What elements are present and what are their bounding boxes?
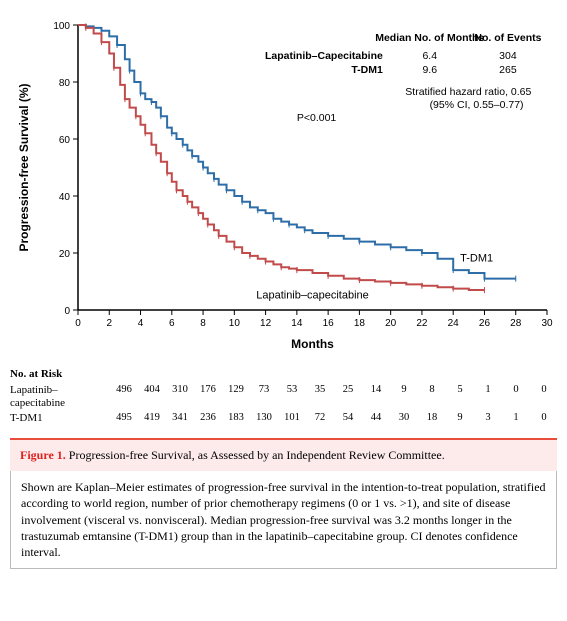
risk-cell: 18 bbox=[418, 412, 446, 423]
svg-text:16: 16 bbox=[323, 318, 335, 329]
risk-cell: 30 bbox=[390, 412, 418, 423]
svg-text:P<0.001: P<0.001 bbox=[297, 112, 337, 124]
risk-cell: 44 bbox=[362, 412, 390, 423]
risk-cell: 0 bbox=[502, 384, 530, 395]
svg-text:T-DM1: T-DM1 bbox=[351, 64, 383, 76]
svg-text:6: 6 bbox=[169, 318, 175, 329]
svg-text:9.6: 9.6 bbox=[422, 64, 437, 76]
svg-text:100: 100 bbox=[53, 21, 70, 32]
svg-text:Median No. of Months: Median No. of Months bbox=[375, 32, 484, 44]
risk-row-label: T-DM1 bbox=[10, 412, 110, 425]
svg-text:Lapatinib–Capecitabine: Lapatinib–Capecitabine bbox=[265, 50, 383, 62]
svg-text:Months: Months bbox=[291, 337, 334, 351]
risk-cell: 25 bbox=[334, 384, 362, 395]
svg-text:12: 12 bbox=[260, 318, 272, 329]
svg-text:20: 20 bbox=[59, 249, 71, 260]
risk-cell: 495 bbox=[110, 412, 138, 423]
risk-cell: 1 bbox=[474, 384, 502, 395]
svg-text:T-DM1: T-DM1 bbox=[460, 253, 493, 265]
svg-text:Lapatinib–capecitabine: Lapatinib–capecitabine bbox=[256, 290, 369, 302]
svg-text:6.4: 6.4 bbox=[422, 50, 437, 62]
risk-cell: 3 bbox=[474, 412, 502, 423]
risk-cell: 236 bbox=[194, 412, 222, 423]
risk-row-label: Lapatinib– capecitabine bbox=[10, 384, 110, 410]
svg-text:20: 20 bbox=[385, 318, 397, 329]
svg-text:26: 26 bbox=[479, 318, 491, 329]
figure-label: Figure 1. bbox=[20, 448, 66, 462]
figure-title: Progression-free Survival, as Assessed b… bbox=[69, 448, 445, 462]
risk-cell: 404 bbox=[138, 384, 166, 395]
risk-cell: 310 bbox=[166, 384, 194, 395]
figure-caption: Shown are Kaplan–Meier estimates of prog… bbox=[10, 471, 557, 569]
risk-cell: 54 bbox=[334, 412, 362, 423]
risk-cell: 183 bbox=[222, 412, 250, 423]
svg-text:60: 60 bbox=[59, 135, 71, 146]
svg-text:Stratified hazard ratio, 0.65: Stratified hazard ratio, 0.65 bbox=[405, 86, 531, 98]
risk-title: No. at Risk bbox=[10, 368, 557, 380]
risk-cell: 0 bbox=[530, 412, 558, 423]
risk-cell: 0 bbox=[530, 384, 558, 395]
risk-cell: 101 bbox=[278, 412, 306, 423]
risk-cell: 496 bbox=[110, 384, 138, 395]
svg-text:8: 8 bbox=[200, 318, 206, 329]
risk-cell: 9 bbox=[446, 412, 474, 423]
risk-table: No. at Risk Lapatinib– capecitabine49640… bbox=[10, 368, 557, 426]
svg-text:0: 0 bbox=[75, 318, 81, 329]
risk-cell: 14 bbox=[362, 384, 390, 395]
risk-cell: 419 bbox=[138, 412, 166, 423]
svg-text:0: 0 bbox=[64, 306, 70, 317]
svg-text:Progression-free Survival (%): Progression-free Survival (%) bbox=[17, 83, 31, 251]
risk-cell: 5 bbox=[446, 384, 474, 395]
svg-text:265: 265 bbox=[499, 64, 517, 76]
svg-text:No. of Events: No. of Events bbox=[474, 32, 541, 44]
svg-text:22: 22 bbox=[416, 318, 428, 329]
risk-cell: 130 bbox=[250, 412, 278, 423]
risk-cell: 53 bbox=[278, 384, 306, 395]
risk-cell: 129 bbox=[222, 384, 250, 395]
svg-text:28: 28 bbox=[510, 318, 522, 329]
svg-text:304: 304 bbox=[499, 50, 517, 62]
svg-text:14: 14 bbox=[291, 318, 303, 329]
svg-text:30: 30 bbox=[541, 318, 553, 329]
risk-cell: 9 bbox=[390, 384, 418, 395]
risk-cell: 72 bbox=[306, 412, 334, 423]
svg-text:18: 18 bbox=[354, 318, 366, 329]
risk-cell: 35 bbox=[306, 384, 334, 395]
svg-text:24: 24 bbox=[448, 318, 460, 329]
risk-row: T-DM149541934123618313010172544430189310 bbox=[10, 412, 557, 425]
svg-text:10: 10 bbox=[229, 318, 241, 329]
svg-text:2: 2 bbox=[106, 318, 112, 329]
svg-text:40: 40 bbox=[59, 192, 71, 203]
risk-cell: 176 bbox=[194, 384, 222, 395]
risk-cell: 341 bbox=[166, 412, 194, 423]
svg-text:80: 80 bbox=[59, 78, 71, 89]
km-chart: 020406080100024681012141618202224262830M… bbox=[10, 10, 557, 360]
risk-row: Lapatinib– capecitabine49640431017612973… bbox=[10, 384, 557, 410]
figure-title-box: Figure 1. Progression-free Survival, as … bbox=[10, 438, 557, 472]
risk-cell: 73 bbox=[250, 384, 278, 395]
risk-cell: 8 bbox=[418, 384, 446, 395]
svg-text:4: 4 bbox=[138, 318, 144, 329]
svg-text:(95% CI, 0.55–0.77): (95% CI, 0.55–0.77) bbox=[430, 99, 524, 111]
risk-cell: 1 bbox=[502, 412, 530, 423]
